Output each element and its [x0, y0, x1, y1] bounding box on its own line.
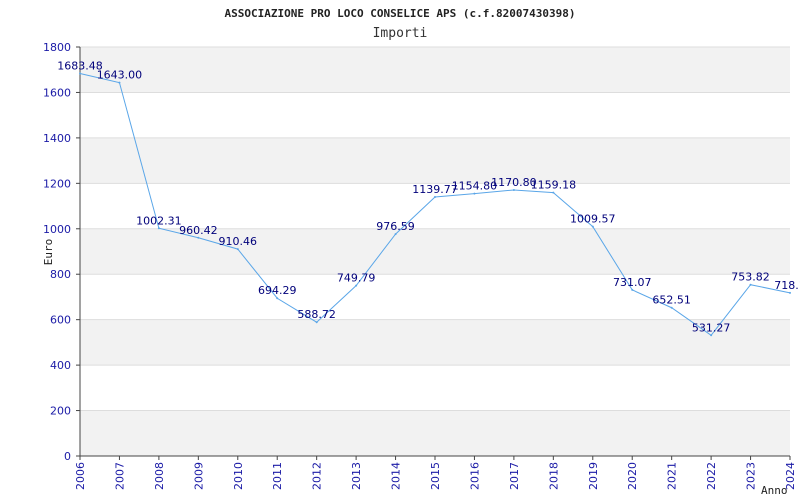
y-tick-label: 800	[50, 268, 71, 281]
series-line	[79, 72, 791, 337]
grid-band	[80, 319, 790, 366]
x-tick-label: 2017	[508, 462, 521, 490]
data-point	[512, 188, 515, 191]
grid-band	[80, 137, 790, 184]
y-tick-labels: 0 200 400 600 800 1000 1200 1400 1600 1800	[43, 41, 71, 463]
data-labels: 1683.481643.001002.31960.42910.46694.295…	[57, 59, 800, 334]
y-tick-label: 600	[50, 314, 71, 327]
y-tick-label: 1200	[43, 177, 71, 190]
data-label: 531.27	[692, 321, 731, 334]
x-tick-label: 2012	[311, 462, 324, 490]
x-tick-label: 2008	[153, 462, 166, 490]
axes	[76, 46, 791, 460]
data-label: 960.42	[179, 224, 218, 237]
data-label: 1002.31	[136, 214, 182, 227]
x-tick-label: 2019	[587, 462, 600, 490]
data-point	[591, 225, 594, 228]
y-tick-label: 1000	[43, 223, 71, 236]
data-label: 1009.57	[570, 213, 616, 226]
data-point	[710, 334, 713, 337]
data-label: 749.79	[337, 272, 376, 285]
data-point	[79, 72, 81, 75]
y-tick-label: 1800	[43, 41, 71, 54]
data-label: 718.1	[774, 279, 800, 292]
data-label: 753.82	[731, 271, 770, 284]
data-point	[749, 283, 752, 286]
data-point	[434, 196, 436, 199]
data-point	[670, 306, 673, 309]
chart-subtitle: Importi	[373, 26, 428, 41]
y-tick-label: 400	[50, 359, 71, 372]
x-tick-label: 2024	[784, 462, 797, 490]
data-point	[118, 81, 121, 84]
data-point	[394, 233, 397, 236]
grid-band	[80, 410, 790, 456]
grid-band	[80, 228, 790, 275]
x-tick-label: 2018	[547, 462, 560, 490]
x-tick-label: 2020	[626, 462, 639, 490]
data-point	[276, 297, 279, 300]
data-point	[473, 192, 476, 195]
data-point	[315, 321, 318, 324]
data-label: 1643.00	[97, 69, 143, 82]
data-label: 1683.48	[57, 59, 103, 72]
y-axis-label: Euro	[42, 239, 55, 266]
x-tick-label: 2009	[192, 462, 205, 490]
data-label: 588.72	[297, 308, 336, 321]
data-label: 694.29	[258, 284, 297, 297]
data-point	[157, 227, 160, 230]
x-tick-label: 2023	[745, 462, 758, 490]
data-point	[789, 291, 791, 294]
grid-band	[80, 47, 790, 93]
data-label: 1170.80	[491, 176, 537, 189]
x-tick-labels: 2006 2007 2008 2009 2010 2011 2012 2013 2014 2015…	[74, 462, 797, 490]
data-point	[631, 288, 634, 291]
data-point	[197, 236, 200, 239]
data-label: 1154.80	[452, 180, 498, 193]
x-axis-label: Anno	[761, 484, 788, 497]
x-tick-label: 2021	[666, 462, 679, 490]
x-tick-label: 2015	[429, 462, 442, 490]
x-tick-label: 2014	[390, 462, 403, 490]
data-label: 1159.18	[531, 179, 577, 192]
data-point	[552, 191, 555, 194]
x-tick-label: 2011	[271, 462, 284, 490]
grid-bands	[80, 47, 790, 456]
x-tick-label: 2022	[705, 462, 718, 490]
y-tick-label: 200	[50, 405, 71, 418]
y-tick-label: 1400	[43, 132, 71, 145]
data-label: 731.07	[613, 276, 652, 289]
data-label: 976.59	[376, 220, 415, 233]
y-tick-label: 1600	[43, 86, 71, 99]
x-tick-label: 2013	[350, 462, 363, 490]
data-point	[236, 248, 239, 251]
x-tick-label: 2016	[468, 462, 481, 490]
x-tick-label: 2006	[74, 462, 87, 490]
x-tick-label: 2007	[113, 462, 126, 490]
chart-title: ASSOCIAZIONE PRO LOCO CONSELICE APS (c.f…	[225, 7, 576, 20]
data-label: 910.46	[219, 235, 258, 248]
data-point	[355, 284, 358, 287]
data-label: 1139.77	[412, 183, 458, 196]
data-label: 652.51	[652, 294, 691, 307]
grid-lines	[80, 46, 790, 457]
x-tick-label: 2010	[232, 462, 245, 490]
y-tick-label: 0	[64, 450, 71, 463]
